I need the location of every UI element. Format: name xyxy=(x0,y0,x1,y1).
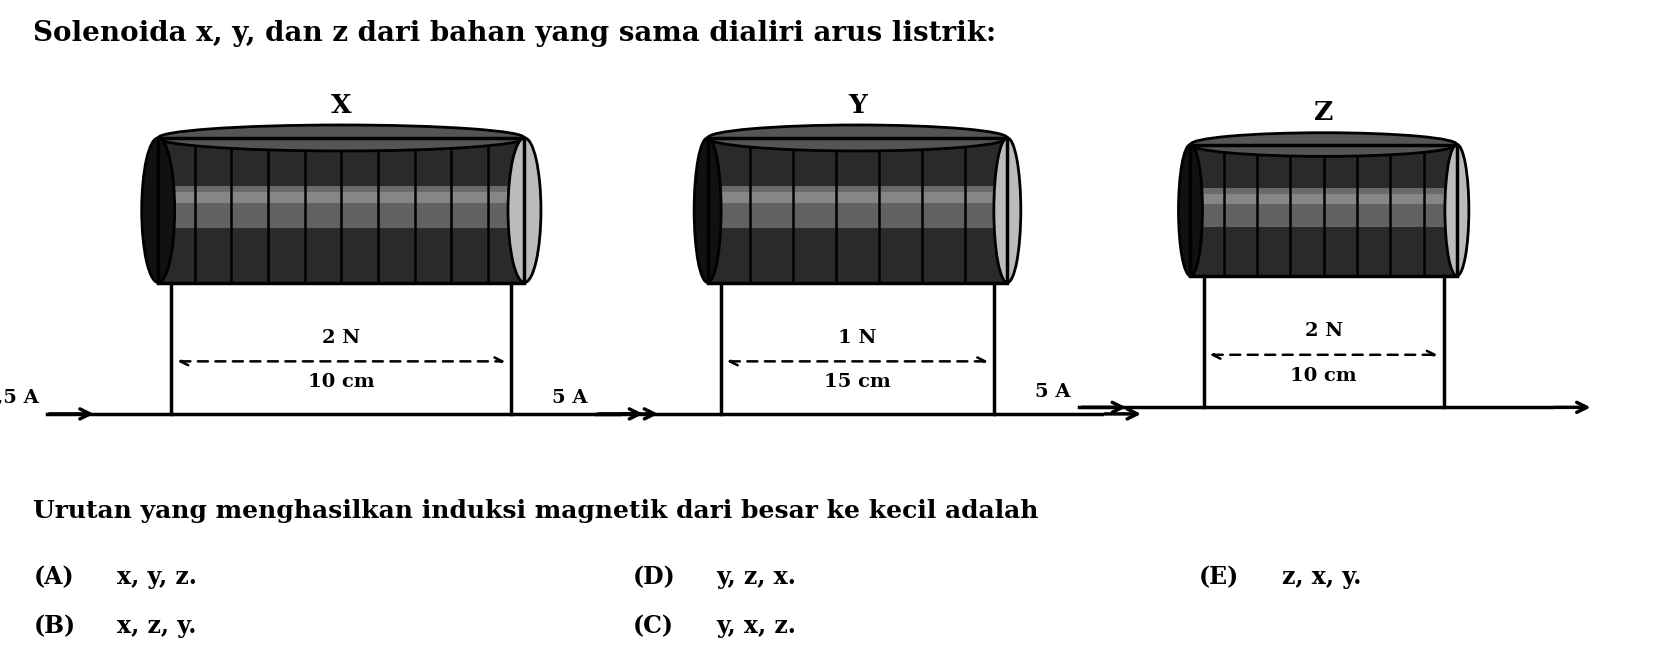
Text: 2,5 A: 2,5 A xyxy=(0,390,38,407)
Ellipse shape xyxy=(141,138,175,283)
Bar xyxy=(1190,194,1456,227)
Text: Urutan yang menghasilkan induksi magnetik dari besar ke kecil adalah: Urutan yang menghasilkan induksi magneti… xyxy=(33,499,1038,524)
Bar xyxy=(158,186,524,203)
Bar xyxy=(158,138,524,283)
Bar xyxy=(158,192,524,228)
Bar xyxy=(707,138,1007,283)
Ellipse shape xyxy=(1444,145,1468,276)
Text: 2 N: 2 N xyxy=(323,329,359,347)
Bar xyxy=(1190,188,1456,204)
Bar xyxy=(1190,145,1456,276)
Text: 2 N: 2 N xyxy=(1305,323,1341,340)
Text: (B): (B) xyxy=(33,614,75,639)
Ellipse shape xyxy=(1178,145,1201,276)
Text: y, x, z.: y, x, z. xyxy=(716,614,795,639)
Text: z, x, y.: z, x, y. xyxy=(1281,565,1361,589)
Text: 10 cm: 10 cm xyxy=(308,373,374,391)
Ellipse shape xyxy=(707,125,1007,151)
Ellipse shape xyxy=(694,138,721,283)
Text: x, y, z.: x, y, z. xyxy=(116,565,196,589)
Text: Solenoida x, y, dan z dari bahan yang sama dialiri arus listrik:: Solenoida x, y, dan z dari bahan yang sa… xyxy=(33,20,995,47)
Bar xyxy=(1190,145,1456,276)
Text: Z: Z xyxy=(1313,100,1333,125)
Text: (D): (D) xyxy=(632,565,676,589)
Bar xyxy=(707,192,1007,228)
Text: 5 A: 5 A xyxy=(552,390,587,407)
Bar xyxy=(707,138,1007,283)
Text: y, z, x.: y, z, x. xyxy=(716,565,795,589)
Bar xyxy=(707,186,1007,203)
Bar xyxy=(158,138,524,283)
Text: (A): (A) xyxy=(33,565,73,589)
Text: (C): (C) xyxy=(632,614,674,639)
Ellipse shape xyxy=(1190,133,1456,156)
Text: 5 A: 5 A xyxy=(1035,383,1070,401)
Text: Y: Y xyxy=(847,93,867,118)
Ellipse shape xyxy=(508,138,541,283)
Ellipse shape xyxy=(158,125,524,151)
Text: 10 cm: 10 cm xyxy=(1290,367,1356,384)
Text: x, z, y.: x, z, y. xyxy=(116,614,196,639)
Text: 1 N: 1 N xyxy=(837,329,877,347)
Text: (E): (E) xyxy=(1198,565,1238,589)
Ellipse shape xyxy=(993,138,1020,283)
Text: X: X xyxy=(331,93,351,118)
Text: 15 cm: 15 cm xyxy=(824,373,890,391)
